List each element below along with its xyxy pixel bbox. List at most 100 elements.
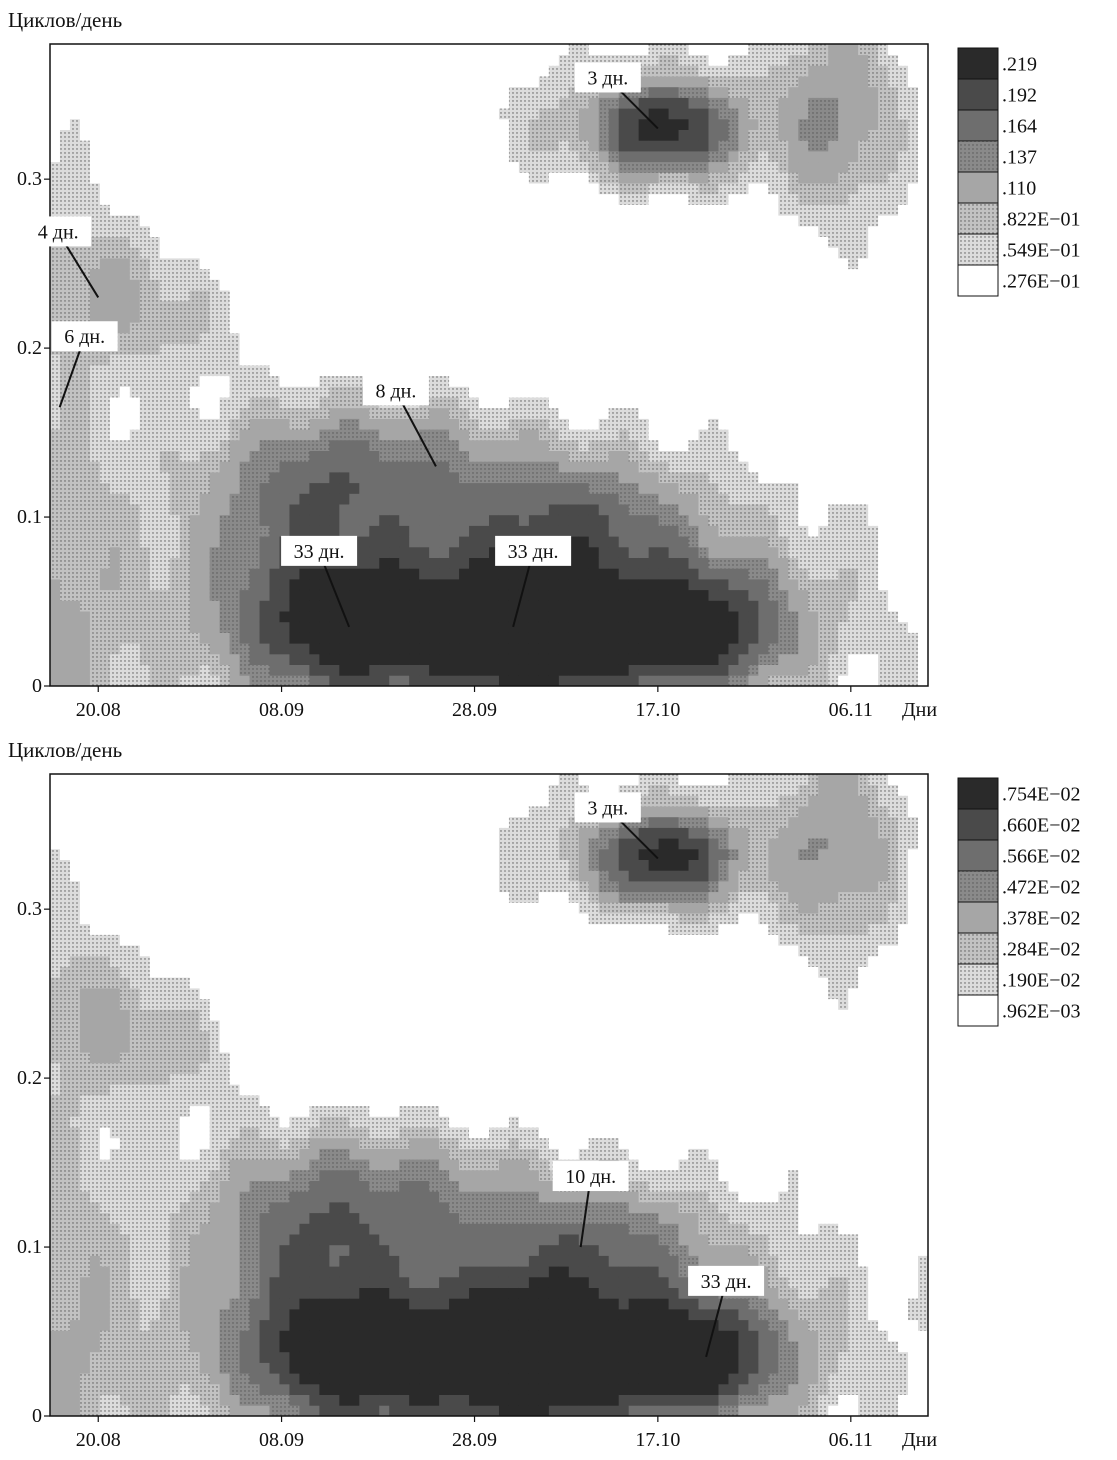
y-axis-title: Циклов/день [8, 8, 123, 32]
heatmap-cell [439, 504, 450, 516]
heatmap-cell [518, 172, 530, 184]
heatmap-cell-texture [538, 151, 550, 163]
heatmap-cell [279, 600, 290, 612]
heatmap-cell [658, 354, 669, 366]
heatmap-cell [439, 472, 450, 484]
heatmap-cell-texture [638, 493, 650, 505]
heatmap-cell-texture [688, 461, 699, 473]
heatmap-cell [99, 44, 111, 56]
heatmap-cell [189, 397, 201, 409]
heatmap-cell-texture [149, 290, 161, 302]
heatmap-cell [409, 161, 420, 173]
heatmap-cell [688, 621, 699, 633]
heatmap-cell [688, 643, 699, 655]
heatmap-cell-texture [239, 579, 250, 591]
heatmap-cell [469, 439, 480, 451]
heatmap-cell [369, 493, 380, 505]
heatmap-cell [319, 76, 330, 88]
heatmap-cell-texture [79, 386, 91, 398]
heatmap-cell [538, 354, 550, 366]
heatmap-cell [608, 664, 620, 676]
heatmap-cell-texture [59, 546, 71, 558]
heatmap-cell [239, 300, 250, 312]
heatmap-cell [329, 290, 340, 302]
heatmap-cell [399, 172, 410, 184]
heatmap-cell [588, 300, 600, 312]
heatmap-cell [329, 311, 340, 323]
heatmap-cell [289, 482, 300, 494]
heatmap-cell [469, 504, 480, 516]
heatmap-cell [548, 579, 560, 591]
heatmap-cell [598, 461, 610, 473]
heatmap-cell-texture [548, 129, 560, 141]
heatmap-cell-texture [139, 386, 151, 398]
heatmap-cell-texture [588, 439, 600, 451]
heatmap-cell [309, 290, 320, 302]
heatmap-cell [558, 279, 570, 291]
heatmap-cell [189, 600, 201, 612]
heatmap-cell-texture [538, 97, 550, 109]
heatmap-cell-texture [568, 108, 580, 120]
heatmap-cell-texture [109, 439, 121, 451]
heatmap-cell [349, 461, 360, 473]
heatmap-cell [558, 332, 570, 344]
heatmap-cell-texture [69, 140, 81, 152]
heatmap-cell [618, 525, 630, 537]
heatmap-cell [439, 108, 450, 120]
heatmap-cell [179, 215, 191, 227]
heatmap-cell [50, 664, 61, 676]
heatmap-cell-texture [139, 397, 151, 409]
heatmap-cell-texture [209, 322, 221, 334]
heatmap-cell [359, 461, 370, 473]
heatmap-cell-texture [199, 300, 211, 312]
heatmap-cell [229, 44, 240, 56]
heatmap-cell-texture [139, 290, 151, 302]
heatmap-cell [618, 461, 630, 473]
heatmap-cell-texture [69, 397, 81, 409]
heatmap-cell [678, 386, 689, 398]
heatmap-cell [628, 354, 640, 366]
heatmap-cell [409, 236, 420, 248]
heatmap-cell [578, 504, 590, 516]
heatmap-cell-texture [89, 375, 101, 387]
heatmap-cell [199, 44, 211, 56]
heatmap-cell [139, 215, 151, 227]
heatmap-cell [568, 343, 580, 355]
heatmap-cell [329, 514, 340, 526]
heatmap-cell [169, 247, 181, 259]
heatmap-cell [558, 354, 570, 366]
heatmap-cell-texture [79, 354, 91, 366]
heatmap-cell [638, 215, 650, 227]
heatmap-cell [439, 632, 450, 644]
heatmap-cell-texture [79, 439, 91, 451]
heatmap-cell [389, 268, 400, 280]
heatmap-cell [419, 322, 430, 334]
heatmap-cell [598, 632, 610, 644]
heatmap-cell [638, 653, 650, 665]
heatmap-cell [189, 151, 201, 163]
heatmap-cell-texture [89, 632, 101, 644]
heatmap-cell-texture [558, 65, 570, 77]
heatmap-cell [538, 247, 550, 259]
heatmap-cell [209, 375, 221, 387]
heatmap-cell [299, 118, 310, 130]
heatmap-cell [459, 236, 470, 248]
heatmap-cell-texture [89, 354, 101, 366]
heatmap-cell [319, 311, 330, 323]
heatmap-cell-texture [159, 600, 171, 612]
heatmap-cell [548, 258, 560, 270]
heatmap-cell [489, 97, 500, 109]
heatmap-cell [648, 525, 660, 537]
heatmap-cell-texture [279, 439, 290, 451]
heatmap-cell [588, 140, 600, 152]
heatmap-cell-texture [209, 332, 221, 344]
heatmap-cell-texture [558, 97, 570, 109]
heatmap-cell-texture [149, 375, 161, 387]
heatmap-cell [638, 579, 650, 591]
heatmap-cell-texture [349, 397, 360, 409]
heatmap-cell-texture [259, 439, 270, 451]
heatmap-cell [159, 247, 171, 259]
heatmap-cell [518, 375, 530, 387]
heatmap-cell [59, 600, 71, 612]
heatmap-cell [439, 493, 450, 505]
